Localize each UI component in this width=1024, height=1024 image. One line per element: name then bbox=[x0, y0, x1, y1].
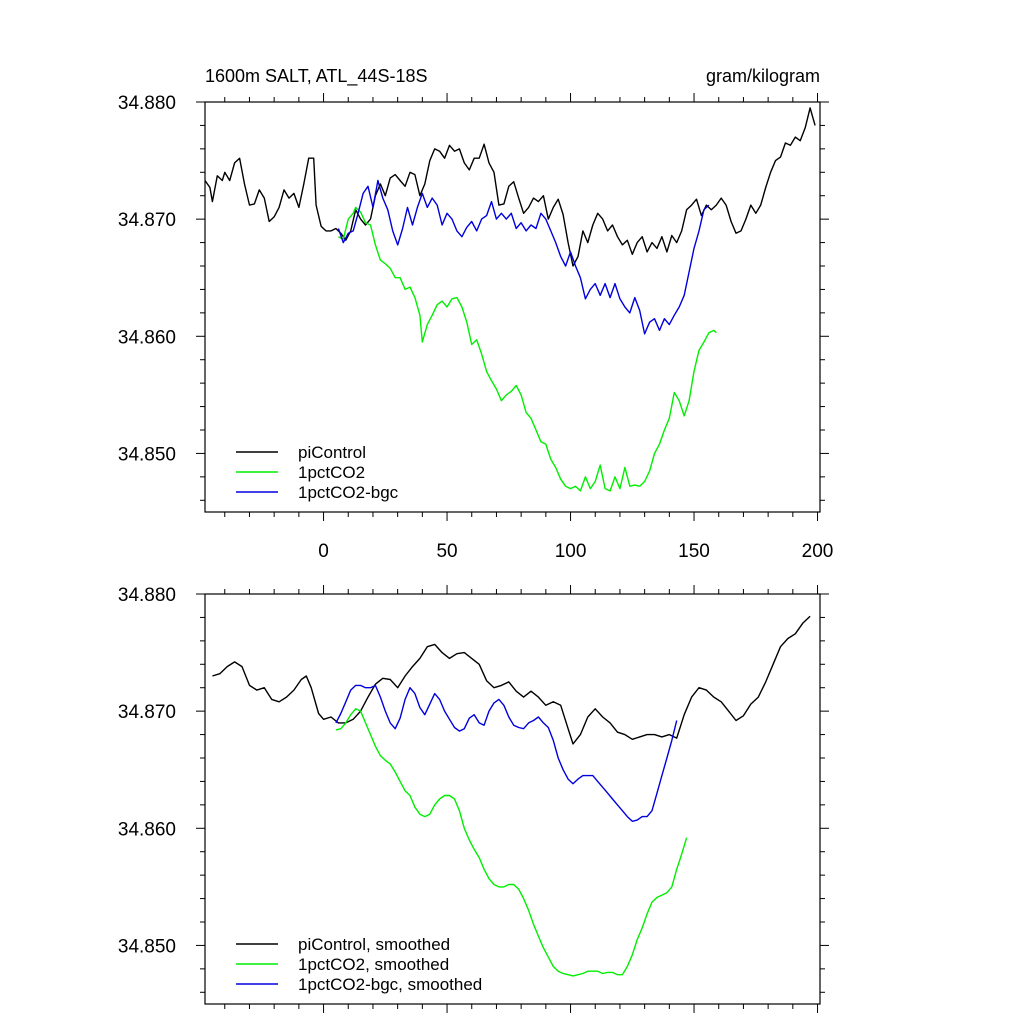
top-series-line-1 bbox=[338, 206, 717, 492]
top-x-tick-label: 100 bbox=[555, 541, 587, 562]
bottom-series-line-1 bbox=[335, 708, 688, 977]
bottom-y-tick-label: 34.850 bbox=[118, 936, 176, 957]
bottom-y-tick-label: 34.880 bbox=[118, 585, 176, 606]
top-y-tick-label: 34.870 bbox=[118, 210, 176, 231]
top-legend-label-2: 1pctCO2-bgc bbox=[298, 483, 399, 502]
bottom-plot-frame bbox=[204, 593, 821, 1005]
top-x-tick-label: 200 bbox=[802, 541, 834, 562]
top-x-tick-label: 0 bbox=[318, 541, 329, 562]
top-legend-label-0: piControl bbox=[298, 443, 366, 462]
bottom-y-tick-label: 34.860 bbox=[118, 819, 176, 840]
top-y-tick-label: 34.850 bbox=[118, 444, 176, 465]
top-y-tick-label: 34.880 bbox=[118, 93, 176, 114]
top-series-line-0 bbox=[204, 107, 816, 267]
bottom-panel: 34.850 34.860 34.870 34.880 piControl, smoot… bbox=[118, 585, 829, 1013]
top-legend-label-1: 1pctCO2 bbox=[298, 463, 365, 482]
bottom-legend-label-2: 1pctCO2-bgc, smoothed bbox=[298, 975, 482, 994]
right-title: gram/kilogram bbox=[706, 66, 820, 86]
bottom-legend-label-1: 1pctCO2, smoothed bbox=[298, 955, 449, 974]
top-plot-frame bbox=[204, 101, 821, 513]
top-x-tick-label: 150 bbox=[678, 541, 710, 562]
top-series-line-2 bbox=[337, 179, 710, 335]
top-panel: 0 50 100 150 200 34.850 34.860 34.870 34.880 piCo… bbox=[118, 93, 834, 562]
top-x-tick-label: 50 bbox=[436, 541, 457, 562]
left-title: 1600m SALT, ATL_44S-18S bbox=[205, 66, 427, 87]
bottom-series-line-0 bbox=[212, 615, 811, 745]
top-y-tick-label: 34.860 bbox=[118, 327, 176, 348]
bottom-series-line-2 bbox=[335, 684, 678, 822]
bottom-legend-label-0: piControl, smoothed bbox=[298, 935, 450, 954]
bottom-y-tick-label: 34.870 bbox=[118, 702, 176, 723]
